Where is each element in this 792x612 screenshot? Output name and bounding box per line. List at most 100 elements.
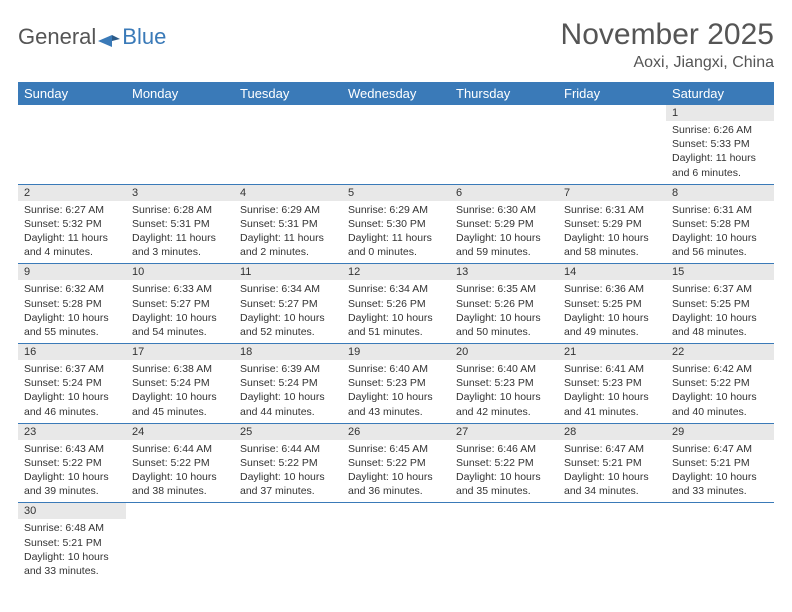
- title-block: November 2025 Aoxi, Jiangxi, China: [561, 18, 774, 72]
- calendar-cell: 5Sunrise: 6:29 AMSunset: 5:30 PMDaylight…: [342, 184, 450, 264]
- day-content: Sunrise: 6:47 AMSunset: 5:21 PMDaylight:…: [666, 440, 774, 503]
- sunset-text: Sunset: 5:26 PM: [348, 297, 444, 311]
- calendar-table: Sunday Monday Tuesday Wednesday Thursday…: [18, 82, 774, 582]
- sunrise-text: Sunrise: 6:30 AM: [456, 203, 552, 217]
- location: Aoxi, Jiangxi, China: [561, 54, 774, 72]
- calendar-cell: 6Sunrise: 6:30 AMSunset: 5:29 PMDaylight…: [450, 184, 558, 264]
- calendar-cell: 4Sunrise: 6:29 AMSunset: 5:31 PMDaylight…: [234, 184, 342, 264]
- calendar-cell: 28Sunrise: 6:47 AMSunset: 5:21 PMDayligh…: [558, 423, 666, 503]
- sunrise-text: Sunrise: 6:44 AM: [132, 442, 228, 456]
- day-number: 26: [342, 424, 450, 440]
- sunset-text: Sunset: 5:31 PM: [132, 217, 228, 231]
- sunrise-text: Sunrise: 6:47 AM: [564, 442, 660, 456]
- sunset-text: Sunset: 5:21 PM: [672, 456, 768, 470]
- sunrise-text: Sunrise: 6:44 AM: [240, 442, 336, 456]
- sunrise-text: Sunrise: 6:46 AM: [456, 442, 552, 456]
- day-content: Sunrise: 6:35 AMSunset: 5:26 PMDaylight:…: [450, 280, 558, 343]
- day-number: 25: [234, 424, 342, 440]
- daylight-text: Daylight: 10 hours and 45 minutes.: [132, 390, 228, 418]
- calendar-cell: [450, 503, 558, 582]
- sunset-text: Sunset: 5:28 PM: [672, 217, 768, 231]
- day-content: Sunrise: 6:34 AMSunset: 5:27 PMDaylight:…: [234, 280, 342, 343]
- sunset-text: Sunset: 5:25 PM: [672, 297, 768, 311]
- daylight-text: Daylight: 10 hours and 56 minutes.: [672, 231, 768, 259]
- sunset-text: Sunset: 5:21 PM: [24, 536, 120, 550]
- daylight-text: Daylight: 10 hours and 51 minutes.: [348, 311, 444, 339]
- calendar-cell: 19Sunrise: 6:40 AMSunset: 5:23 PMDayligh…: [342, 344, 450, 424]
- calendar-cell: 17Sunrise: 6:38 AMSunset: 5:24 PMDayligh…: [126, 344, 234, 424]
- daylight-text: Daylight: 11 hours and 4 minutes.: [24, 231, 120, 259]
- day-number: 6: [450, 185, 558, 201]
- sunset-text: Sunset: 5:22 PM: [672, 376, 768, 390]
- sunset-text: Sunset: 5:22 PM: [348, 456, 444, 470]
- calendar-cell: [558, 105, 666, 184]
- calendar-week-row: 1Sunrise: 6:26 AMSunset: 5:33 PMDaylight…: [18, 105, 774, 184]
- day-content: Sunrise: 6:27 AMSunset: 5:32 PMDaylight:…: [18, 201, 126, 264]
- logo-text-general: General: [18, 24, 96, 50]
- day-header: Thursday: [450, 82, 558, 105]
- day-content: Sunrise: 6:38 AMSunset: 5:24 PMDaylight:…: [126, 360, 234, 423]
- sunset-text: Sunset: 5:24 PM: [240, 376, 336, 390]
- calendar-cell: [126, 503, 234, 582]
- day-header: Friday: [558, 82, 666, 105]
- day-content: Sunrise: 6:46 AMSunset: 5:22 PMDaylight:…: [450, 440, 558, 503]
- sunset-text: Sunset: 5:29 PM: [456, 217, 552, 231]
- daylight-text: Daylight: 10 hours and 33 minutes.: [24, 550, 120, 578]
- daylight-text: Daylight: 10 hours and 35 minutes.: [456, 470, 552, 498]
- day-number: 3: [126, 185, 234, 201]
- calendar-cell: [342, 503, 450, 582]
- sunset-text: Sunset: 5:22 PM: [24, 456, 120, 470]
- day-number: 9: [18, 264, 126, 280]
- calendar-cell: [342, 105, 450, 184]
- day-content: Sunrise: 6:47 AMSunset: 5:21 PMDaylight:…: [558, 440, 666, 503]
- day-number: 15: [666, 264, 774, 280]
- day-content: Sunrise: 6:29 AMSunset: 5:30 PMDaylight:…: [342, 201, 450, 264]
- daylight-text: Daylight: 10 hours and 54 minutes.: [132, 311, 228, 339]
- calendar-cell: 22Sunrise: 6:42 AMSunset: 5:22 PMDayligh…: [666, 344, 774, 424]
- day-content: Sunrise: 6:30 AMSunset: 5:29 PMDaylight:…: [450, 201, 558, 264]
- daylight-text: Daylight: 10 hours and 39 minutes.: [24, 470, 120, 498]
- day-header: Tuesday: [234, 82, 342, 105]
- day-content: Sunrise: 6:31 AMSunset: 5:29 PMDaylight:…: [558, 201, 666, 264]
- calendar-cell: [666, 503, 774, 582]
- sunrise-text: Sunrise: 6:34 AM: [240, 282, 336, 296]
- sunrise-text: Sunrise: 6:45 AM: [348, 442, 444, 456]
- daylight-text: Daylight: 10 hours and 34 minutes.: [564, 470, 660, 498]
- day-content: Sunrise: 6:29 AMSunset: 5:31 PMDaylight:…: [234, 201, 342, 264]
- day-content: Sunrise: 6:40 AMSunset: 5:23 PMDaylight:…: [450, 360, 558, 423]
- day-number: 23: [18, 424, 126, 440]
- calendar-cell: [126, 105, 234, 184]
- day-number: 14: [558, 264, 666, 280]
- logo-text-blue: Blue: [122, 24, 166, 50]
- daylight-text: Daylight: 10 hours and 49 minutes.: [564, 311, 660, 339]
- daylight-text: Daylight: 10 hours and 41 minutes.: [564, 390, 660, 418]
- calendar-cell: 11Sunrise: 6:34 AMSunset: 5:27 PMDayligh…: [234, 264, 342, 344]
- calendar-cell: 8Sunrise: 6:31 AMSunset: 5:28 PMDaylight…: [666, 184, 774, 264]
- day-content: Sunrise: 6:44 AMSunset: 5:22 PMDaylight:…: [126, 440, 234, 503]
- calendar-cell: 2Sunrise: 6:27 AMSunset: 5:32 PMDaylight…: [18, 184, 126, 264]
- calendar-week-row: 23Sunrise: 6:43 AMSunset: 5:22 PMDayligh…: [18, 423, 774, 503]
- day-content: Sunrise: 6:42 AMSunset: 5:22 PMDaylight:…: [666, 360, 774, 423]
- calendar-cell: 3Sunrise: 6:28 AMSunset: 5:31 PMDaylight…: [126, 184, 234, 264]
- logo: General Blue: [18, 18, 166, 50]
- day-content: Sunrise: 6:31 AMSunset: 5:28 PMDaylight:…: [666, 201, 774, 264]
- calendar-cell: 29Sunrise: 6:47 AMSunset: 5:21 PMDayligh…: [666, 423, 774, 503]
- month-title: November 2025: [561, 18, 774, 52]
- sunrise-text: Sunrise: 6:43 AM: [24, 442, 120, 456]
- sunrise-text: Sunrise: 6:37 AM: [672, 282, 768, 296]
- sunset-text: Sunset: 5:23 PM: [456, 376, 552, 390]
- daylight-text: Daylight: 10 hours and 36 minutes.: [348, 470, 444, 498]
- day-content: Sunrise: 6:45 AMSunset: 5:22 PMDaylight:…: [342, 440, 450, 503]
- calendar-week-row: 2Sunrise: 6:27 AMSunset: 5:32 PMDaylight…: [18, 184, 774, 264]
- day-header: Wednesday: [342, 82, 450, 105]
- day-number: 10: [126, 264, 234, 280]
- header: General Blue November 2025 Aoxi, Jiangxi…: [18, 18, 774, 72]
- calendar-cell: 20Sunrise: 6:40 AMSunset: 5:23 PMDayligh…: [450, 344, 558, 424]
- day-content: Sunrise: 6:39 AMSunset: 5:24 PMDaylight:…: [234, 360, 342, 423]
- day-number: 17: [126, 344, 234, 360]
- calendar-cell: [234, 105, 342, 184]
- daylight-text: Daylight: 10 hours and 42 minutes.: [456, 390, 552, 418]
- logo-flag-icon: [98, 29, 120, 45]
- day-number: 2: [18, 185, 126, 201]
- daylight-text: Daylight: 10 hours and 44 minutes.: [240, 390, 336, 418]
